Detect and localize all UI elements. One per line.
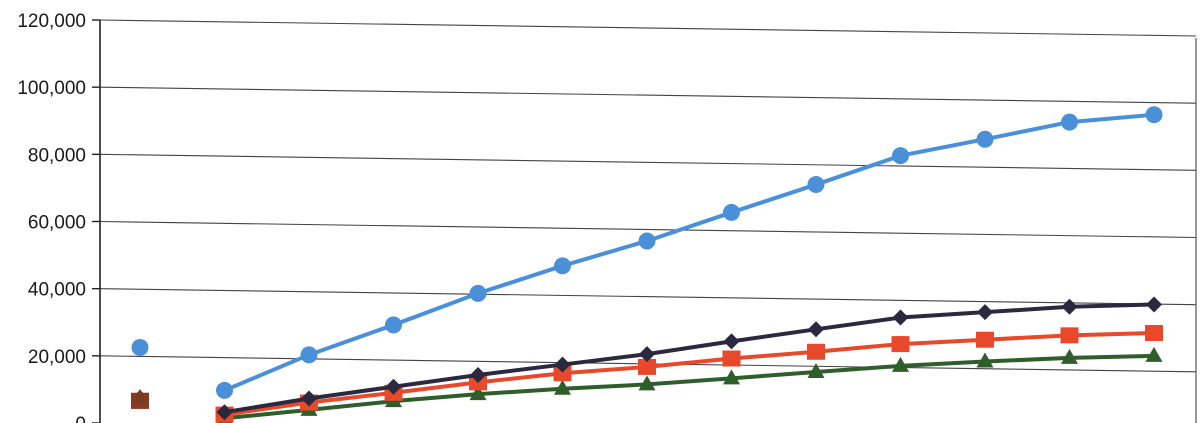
series-3 (131, 324, 1163, 423)
data-point (469, 284, 487, 302)
y-tick-label: 0 (75, 414, 86, 423)
data-point (723, 333, 740, 350)
data-point (131, 388, 149, 404)
data-point (301, 390, 317, 407)
data-point (638, 232, 656, 250)
data-point (469, 385, 487, 401)
data-point (638, 358, 656, 375)
gridline (99, 19, 1197, 37)
gridline (99, 288, 1197, 306)
data-point (1061, 298, 1078, 315)
data-point (807, 176, 825, 194)
data-point (1145, 324, 1163, 341)
data-point (977, 304, 993, 321)
gridline (99, 86, 1197, 104)
data-point (216, 404, 233, 421)
data-point (892, 356, 909, 372)
data-point (976, 130, 994, 148)
data-point (638, 375, 656, 391)
data-point (639, 346, 655, 363)
data-point (385, 378, 402, 395)
data-point (1146, 296, 1162, 313)
data-point (976, 331, 994, 348)
data-point (891, 336, 910, 353)
data-point (976, 352, 994, 368)
data-point (300, 346, 318, 364)
data-point (808, 321, 824, 338)
gridline (99, 153, 1197, 171)
data-point (554, 379, 571, 395)
data-point (807, 343, 825, 360)
series-line (222, 302, 1156, 415)
series-line (222, 112, 1156, 393)
gridline (99, 220, 1197, 239)
data-point (723, 203, 740, 221)
series-group (131, 106, 1163, 423)
y-axis-tick-labels: 0 20,000 40,000 60,000 80,000 100,000 120,000 (17, 11, 86, 423)
data-point (807, 362, 825, 378)
data-point (1061, 113, 1078, 131)
series-line (222, 330, 1156, 417)
y-tick-label: 40,000 (28, 280, 86, 301)
data-point (723, 369, 740, 385)
data-point (385, 316, 402, 334)
y-tick-label: 60,000 (28, 213, 86, 234)
data-point (1061, 348, 1078, 364)
gridlines (92, 19, 1197, 423)
data-point (131, 338, 149, 356)
data-point (553, 365, 572, 382)
data-point (892, 309, 909, 326)
data-point (1060, 327, 1079, 344)
data-point (554, 257, 571, 275)
data-point (1145, 106, 1163, 124)
data-point (1145, 346, 1163, 362)
first-point-cluster (131, 388, 149, 409)
y-tick-label: 80,000 (28, 145, 86, 166)
y-tick-label: 20,000 (28, 347, 86, 368)
series-2 (132, 296, 1162, 421)
series-1 (131, 106, 1163, 399)
y-tick-label: 100,000 (17, 78, 86, 99)
series-line (222, 353, 1156, 421)
data-point (216, 381, 233, 399)
data-point (722, 350, 741, 367)
y-tick-label: 120,000 (17, 11, 86, 32)
data-point (554, 356, 571, 373)
data-point (470, 366, 486, 383)
data-point (892, 147, 909, 165)
